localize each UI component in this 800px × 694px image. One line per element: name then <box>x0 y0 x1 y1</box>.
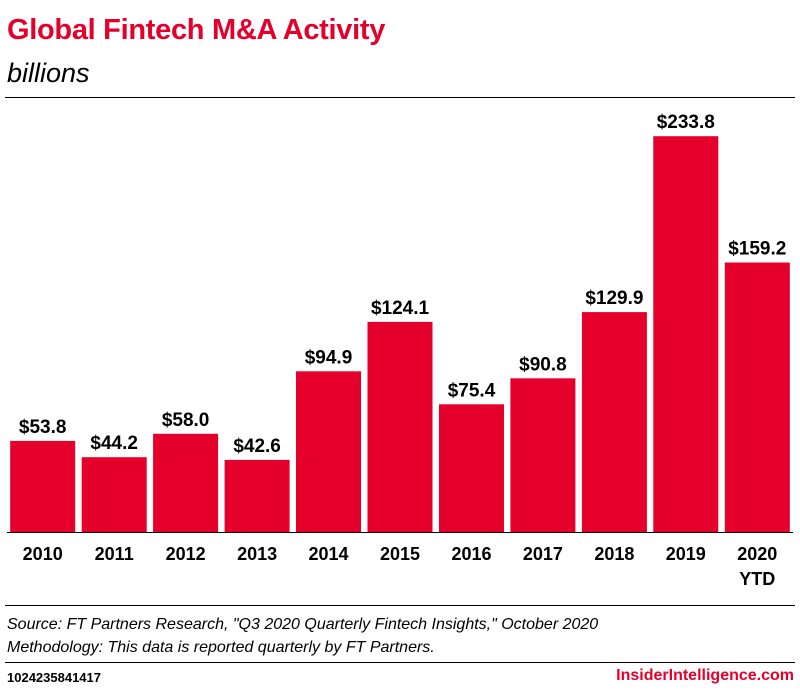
bar-2012 <box>153 433 219 532</box>
top-divider <box>5 97 795 98</box>
bar-2015 <box>367 321 433 532</box>
bar-2017 <box>510 378 576 532</box>
chart-subtitle: billions <box>7 58 90 88</box>
data-label: $94.9 <box>305 347 353 368</box>
data-label: $75.4 <box>448 380 496 401</box>
x-tick-label: 2010 <box>23 544 63 564</box>
bar-2019 <box>653 136 719 532</box>
x-tick-label: 2011 <box>95 544 134 564</box>
x-tick-label: 2014 <box>308 544 348 564</box>
bar-2014 <box>296 371 361 532</box>
chart-title: Global Fintech M&A Activity <box>7 14 386 46</box>
bar-2010 <box>10 440 76 532</box>
methodology-line: Methodology: This data is reported quart… <box>7 639 435 656</box>
source-line: Source: FT Partners Research, "Q3 2020 Q… <box>7 616 599 633</box>
x-tick-label: 2018 <box>594 544 634 564</box>
bar-2016 <box>439 404 504 532</box>
footer-divider <box>5 662 795 663</box>
x-tick-label: 2012 <box>166 544 206 564</box>
data-label: $129.9 <box>585 288 643 309</box>
x-tick-label: 2015 <box>380 544 420 564</box>
bar-2018 <box>581 312 647 532</box>
x-tick-label: 2016 <box>451 544 491 564</box>
chart-id: 1024235841417 <box>7 670 101 685</box>
data-label: $90.8 <box>519 354 567 375</box>
bar-2013 <box>224 459 290 532</box>
data-label: $42.6 <box>233 436 281 457</box>
bar-2011 <box>81 457 147 532</box>
data-label: $159.2 <box>728 239 786 260</box>
x-tick-label: 2013 <box>237 544 277 564</box>
data-label: $44.2 <box>90 433 138 454</box>
data-label: $53.8 <box>19 417 67 438</box>
data-label: $124.1 <box>371 298 430 319</box>
x-tick-label: 2017 <box>523 544 563 564</box>
bar-2020-ytd <box>724 262 790 532</box>
bottom-divider <box>5 605 795 606</box>
source-note: Source: FT Partners Research, "Q3 2020 Q… <box>7 613 598 659</box>
data-label: $233.8 <box>657 112 715 133</box>
brand-link[interactable]: InsiderIntelligence.com <box>616 667 794 684</box>
data-label: $58.0 <box>162 410 210 431</box>
x-tick-label: 2020 YTD <box>737 544 777 589</box>
x-tick-label: 2019 <box>666 544 706 564</box>
